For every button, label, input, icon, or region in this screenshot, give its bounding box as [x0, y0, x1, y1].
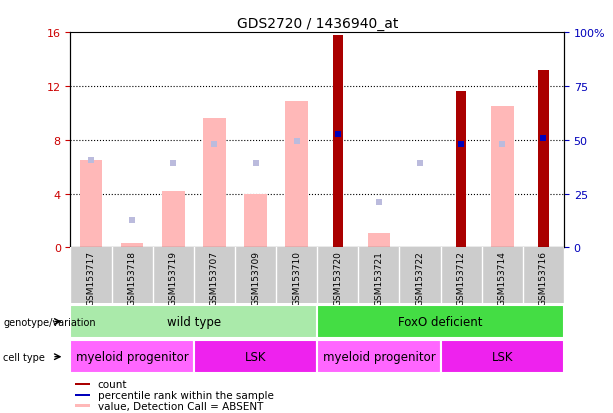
Bar: [441, 341, 564, 373]
Bar: [203, 119, 226, 248]
Bar: [368, 233, 390, 248]
Text: rank, Detection Call = ABSENT: rank, Detection Call = ABSENT: [97, 412, 258, 413]
Bar: [70, 306, 318, 338]
Text: value, Detection Call = ABSENT: value, Detection Call = ABSENT: [97, 401, 263, 411]
Bar: [538, 71, 549, 248]
Bar: [286, 102, 308, 248]
Text: count: count: [97, 379, 127, 389]
Bar: [491, 107, 514, 248]
Text: GSM153717: GSM153717: [86, 251, 96, 306]
Bar: [318, 341, 441, 373]
Bar: [162, 191, 185, 248]
Text: wild type: wild type: [167, 315, 221, 328]
Text: GSM153719: GSM153719: [169, 251, 178, 306]
Text: LSK: LSK: [245, 350, 266, 363]
Text: myeloid progenitor: myeloid progenitor: [76, 350, 189, 363]
Text: myeloid progenitor: myeloid progenitor: [322, 350, 435, 363]
Bar: [75, 394, 90, 396]
Text: GSM153707: GSM153707: [210, 251, 219, 306]
Bar: [121, 243, 143, 248]
Bar: [75, 404, 90, 407]
Text: GSM153714: GSM153714: [498, 251, 507, 305]
Text: percentile rank within the sample: percentile rank within the sample: [97, 390, 273, 400]
Bar: [456, 92, 466, 248]
Bar: [318, 306, 564, 338]
Text: FoxO deficient: FoxO deficient: [398, 315, 483, 328]
Bar: [194, 341, 318, 373]
Bar: [70, 341, 194, 373]
Text: cell type: cell type: [3, 352, 45, 362]
Text: GSM153718: GSM153718: [128, 251, 137, 306]
Bar: [75, 382, 90, 385]
Bar: [244, 194, 267, 248]
Text: GSM153716: GSM153716: [539, 251, 548, 306]
Text: GSM153722: GSM153722: [416, 251, 425, 305]
Text: GSM153709: GSM153709: [251, 251, 260, 306]
Title: GDS2720 / 1436940_at: GDS2720 / 1436940_at: [237, 17, 398, 31]
Bar: [333, 36, 343, 248]
Text: GSM153710: GSM153710: [292, 251, 301, 306]
Text: genotype/variation: genotype/variation: [3, 317, 96, 327]
Text: GSM153720: GSM153720: [333, 251, 342, 305]
Text: LSK: LSK: [492, 350, 513, 363]
Text: GSM153721: GSM153721: [375, 251, 383, 305]
Bar: [80, 161, 102, 248]
Text: GSM153712: GSM153712: [457, 251, 466, 305]
